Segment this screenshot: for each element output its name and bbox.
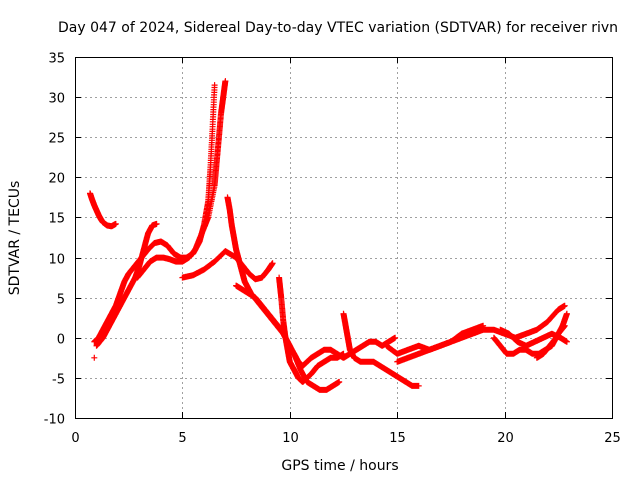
y-axis-label: SDTVAR / TECUs [7,181,23,296]
x-tick-label: 0 [71,431,79,446]
series-arc9 [286,334,399,369]
data-point-markers [286,334,399,369]
plot-frame [75,57,613,419]
x-tick-label: 25 [604,431,621,446]
data-point-markers [87,190,119,230]
data-point-markers [394,322,487,365]
series-arc8 [276,274,347,385]
series-arc16 [91,354,98,361]
data-point-markers [497,326,570,349]
y-tick-label: 25 [48,132,65,147]
data-point-markers [276,274,347,385]
series-arc14 [497,326,570,349]
y-tick-label: 15 [48,212,65,227]
data-points [87,78,570,393]
y-tick-label: 10 [48,253,65,268]
y-tick-label: -5 [52,373,65,388]
series-arc4 [134,78,229,281]
data-point-markers [91,82,218,345]
y-tick-label: 35 [48,52,65,67]
y-tick-label: -10 [44,413,65,428]
axis-ticks: 0 5 10 15 20 25 -10 -5 0 5 10 15 20 25 30 35 [44,52,621,447]
x-axis-label: GPS time / hours [281,458,398,474]
series-arc1 [87,190,119,230]
y-tick-label: 30 [48,92,65,107]
data-point-markers [91,354,98,361]
series-arc10 [340,310,422,389]
data-point-markers [340,310,422,389]
x-tick-label: 15 [389,431,406,446]
y-tick-label: 0 [57,333,65,348]
y-tick-label: 5 [57,293,65,308]
y-tick-label: 20 [48,172,65,187]
x-tick-label: 10 [282,431,299,446]
series-arc12 [394,322,487,365]
grid [75,57,612,418]
x-tick-label: 20 [497,431,514,446]
data-point-markers [533,310,570,361]
series-arc15 [533,310,570,361]
series-arc2 [91,82,218,345]
data-point-markers [134,78,229,281]
chart-title: Day 047 of 2024, Sidereal Day-to-day VTE… [58,20,618,36]
x-tick-label: 5 [178,431,186,446]
